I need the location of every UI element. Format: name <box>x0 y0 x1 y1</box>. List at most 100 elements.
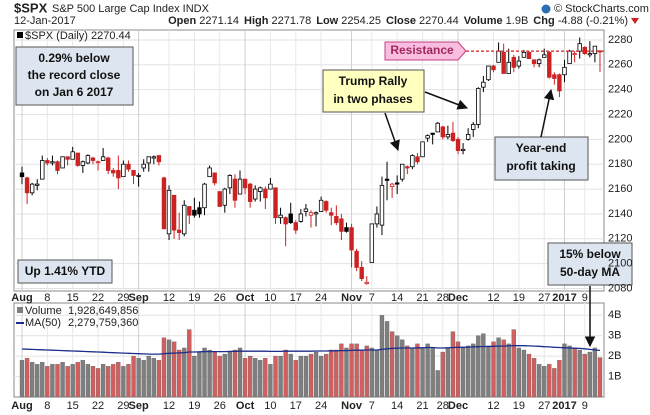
x-tick-label: 12 <box>487 400 499 412</box>
candle-body <box>207 167 212 178</box>
candle-body <box>222 188 227 206</box>
volume-bar <box>450 331 456 398</box>
down-arrow <box>631 18 639 24</box>
candle-body <box>471 124 476 130</box>
volume-bar <box>156 360 162 398</box>
candle-body <box>156 155 162 163</box>
candle-body <box>476 88 481 125</box>
quote-label: Volume <box>464 15 503 27</box>
candle-body <box>268 183 273 190</box>
volume-bar <box>460 347 466 398</box>
logo <box>541 4 551 14</box>
x-tick-label: 21 <box>416 400 428 412</box>
candle-body <box>460 148 466 151</box>
arrow <box>540 88 555 138</box>
note-text: 15% below <box>559 247 621 261</box>
volume-bar <box>80 360 85 398</box>
candle-body <box>212 172 217 184</box>
candle-body <box>55 161 60 171</box>
candle-body <box>389 183 395 188</box>
volume-bar <box>247 355 253 398</box>
volume-bar <box>379 315 385 398</box>
volume-bar <box>445 347 451 398</box>
candle-body <box>587 53 593 56</box>
x-tick-label: 27 <box>538 292 550 304</box>
arrow <box>384 112 400 151</box>
candle-body <box>70 151 75 160</box>
y-tick-label: 4B <box>608 309 621 321</box>
x-tick-label: 12 <box>487 292 499 304</box>
x-tick-label: 28 <box>437 400 449 412</box>
x-tick-label: 15 <box>67 292 79 304</box>
candle-body <box>303 208 309 212</box>
candle-body <box>105 157 111 171</box>
y-tick-label: 2200 <box>608 133 632 145</box>
x-tick-label: Dec <box>448 400 468 412</box>
quote-value: 2254.25 <box>341 15 381 27</box>
candle-body <box>552 74 557 79</box>
x-tick-label: Nov <box>341 292 363 304</box>
volume-bar <box>65 366 70 398</box>
candle-body <box>237 178 243 195</box>
legend-value: 1,928,649,856 <box>68 305 138 317</box>
x-tick-label: 15 <box>67 400 79 412</box>
volume-bar <box>171 341 177 398</box>
volume-bar <box>273 355 278 398</box>
x-tick-label: 2017 <box>552 400 576 412</box>
volume-bar <box>288 353 293 398</box>
note-box <box>494 136 589 181</box>
x-tick-label: 19 <box>188 400 200 412</box>
volume-bar <box>151 358 156 398</box>
candle-body <box>415 156 420 163</box>
volume-bar <box>405 345 410 398</box>
candle-body <box>384 178 390 181</box>
candle-body <box>557 74 562 92</box>
candle-body <box>80 161 86 166</box>
volume-bar <box>542 366 547 398</box>
volume-bar <box>400 339 405 398</box>
x-tick-label: 8 <box>44 292 50 304</box>
candle-body <box>486 65 491 81</box>
y-tick-label: 2100 <box>608 258 632 270</box>
candle-body <box>501 51 506 74</box>
legends: $SPX (Daily) 2270.44 Volume 1,928,649,85… <box>16 30 138 329</box>
x-tick-label: Oct <box>236 292 255 304</box>
candle-body <box>202 183 207 209</box>
volume-bar <box>70 364 75 398</box>
y-tick-label: 2240 <box>608 84 632 96</box>
candle-body <box>313 212 319 215</box>
volume-bar <box>217 355 222 398</box>
volume-bar <box>501 339 506 398</box>
candle-body <box>450 132 456 142</box>
volume-bar <box>430 347 435 398</box>
legend-value: 2,279,759,360 <box>68 317 138 329</box>
volume-bar <box>212 351 217 398</box>
x-tick-label: 2017 <box>552 292 576 304</box>
candle-body <box>334 216 339 224</box>
quote-label: Open <box>168 15 196 27</box>
quote-label: Low <box>316 15 338 27</box>
symbol: $SPX <box>14 0 48 15</box>
y-tick-label: 2180 <box>608 158 632 170</box>
volume-bar <box>511 329 516 398</box>
candle-body <box>364 281 369 284</box>
candle-body <box>293 222 298 231</box>
volume-bar <box>476 335 481 398</box>
candle-body <box>359 266 364 279</box>
volume-bar <box>293 360 298 398</box>
candle-body <box>420 141 425 158</box>
subtitle: S&P 500 Large Cap Index INDX <box>52 3 210 15</box>
candle-body <box>60 156 65 169</box>
candle-body <box>258 187 263 192</box>
x-tick-label: 9 <box>582 400 588 412</box>
candle-body <box>116 170 121 179</box>
volume-bar <box>90 366 96 398</box>
candle-body <box>547 51 552 78</box>
volume-bar <box>440 351 445 398</box>
volume-bar <box>526 353 532 398</box>
volume-bar <box>592 347 598 398</box>
volume-bar <box>354 343 359 398</box>
volume-bar <box>75 362 80 398</box>
x-tick-label: Aug <box>11 400 32 412</box>
note-text: Up 1.41% YTD <box>25 264 106 278</box>
